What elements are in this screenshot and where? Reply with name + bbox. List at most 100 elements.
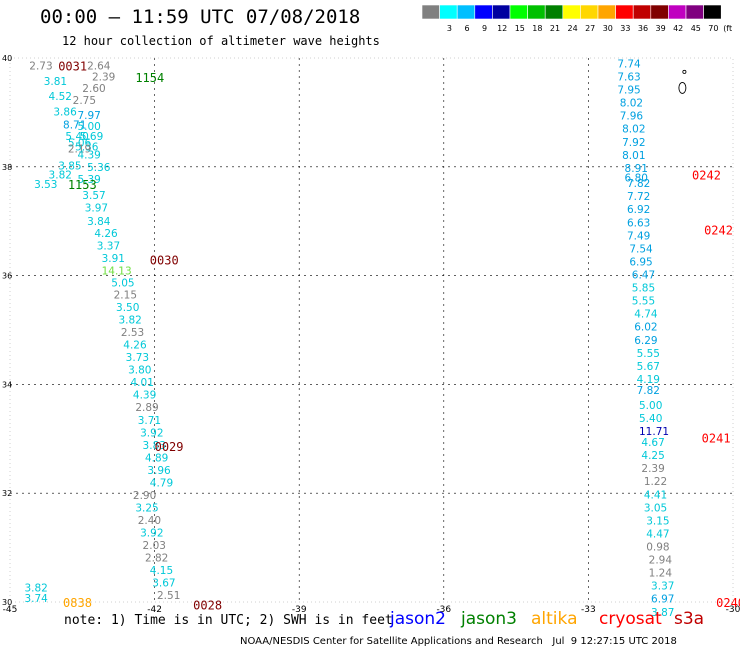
- wave-height-value: 3.91: [102, 253, 125, 265]
- wave-height-value: 7.54: [629, 243, 653, 255]
- wave-height-value: 2.53: [121, 327, 144, 339]
- latitude-tick-label: 34: [2, 380, 12, 389]
- wave-height-value: 4.19: [637, 374, 660, 386]
- wave-height-value: 8.01: [622, 150, 645, 162]
- pass-time-label: 0242: [704, 223, 733, 237]
- wave-height-value: 3.37: [97, 241, 120, 253]
- color-unit-label: (ft): [723, 24, 732, 33]
- wave-height-value: 3.84: [87, 216, 111, 228]
- color-bin-label: 18: [532, 24, 542, 33]
- latitude-tick-label: 32: [2, 489, 12, 498]
- wave-height-value: 7.74: [617, 58, 641, 70]
- wave-height-value: 5.40: [65, 131, 88, 143]
- pass-time-label: 0031: [58, 60, 87, 74]
- color-bin-label: 15: [515, 24, 525, 33]
- wave-height-value: 5.36: [75, 142, 99, 154]
- wave-height-value: 3.83: [143, 440, 166, 452]
- wave-height-value: 2.39: [92, 71, 115, 83]
- wave-height-value: 5.39: [77, 174, 100, 186]
- color-bin-label: 33: [620, 24, 630, 33]
- wave-height-value: 3.82: [24, 582, 47, 594]
- wave-height-value: 7.92: [622, 137, 645, 149]
- wave-height-value: 6.80: [625, 173, 648, 185]
- pass-time-label: 0240: [716, 596, 740, 610]
- wave-height-value: 3.86: [53, 106, 77, 118]
- wave-height-value: 8.71: [63, 119, 86, 131]
- color-bin-label: 6: [464, 24, 469, 33]
- wave-height-value: 2.40: [138, 515, 161, 527]
- color-bin-label: 30: [603, 24, 613, 33]
- wave-height-value: 1.22: [644, 476, 667, 488]
- latitude-tick-label: 40: [2, 54, 12, 63]
- satellite-label-s3a: s3a: [674, 609, 705, 629]
- wave-height-value: 6.97: [651, 594, 674, 606]
- wave-height-value: 3.67: [152, 577, 175, 589]
- color-bin-label: 21: [550, 24, 560, 33]
- longitude-tick-label: -45: [3, 605, 18, 615]
- pass-time-label: 1153: [68, 178, 97, 192]
- wave-height-value: 6.02: [634, 322, 657, 334]
- wave-height-value: 3.57: [82, 190, 105, 202]
- wave-height-value: 5.85: [632, 283, 655, 295]
- wave-height-value: 6.47: [632, 270, 655, 282]
- color-bin-label: 9: [482, 24, 487, 33]
- wave-height-value: 4.41: [644, 489, 667, 501]
- wave-height-value: 3.53: [34, 179, 57, 191]
- map-title: 00:00 – 11:59 UTC 07/08/2018: [40, 6, 361, 28]
- latitude-tick-label: 36: [2, 272, 12, 281]
- wave-height-value: 5.00: [77, 121, 100, 133]
- wave-height-value: 2.75: [73, 95, 96, 107]
- wave-height-value: 3.15: [646, 515, 669, 527]
- wave-height-value: 5.06: [68, 137, 92, 149]
- satellite-label-jason3: jason3: [461, 609, 517, 629]
- wave-height-value: 7.49: [627, 230, 650, 242]
- wave-height-value: 7.95: [617, 85, 640, 97]
- wave-height-value: 2.89: [135, 402, 158, 414]
- wave-height-value: 14.13: [102, 266, 132, 278]
- satellite-label-jason2: jason2: [390, 609, 446, 629]
- wave-height-value: 3.92: [140, 527, 163, 539]
- wave-height-value: 3.97: [85, 203, 108, 215]
- wave-height-value: 4.67: [641, 437, 664, 449]
- wave-height-value: 8.91: [625, 163, 648, 175]
- wave-height-value: 2.03: [143, 540, 166, 552]
- wave-height-value: 6.92: [627, 204, 650, 216]
- wave-height-value: 5.00: [639, 400, 662, 412]
- latitude-tick-label: 30: [2, 598, 12, 607]
- wave-height-value: 3.92: [140, 427, 163, 439]
- pass-time-label: 0028: [193, 599, 222, 613]
- wave-height-value: 4.89: [145, 452, 168, 464]
- wave-height-value: 5.40: [639, 413, 662, 425]
- wave-height-value: 6.95: [629, 256, 652, 268]
- wave-height-value: 3.80: [128, 365, 151, 377]
- wave-height-value: 2.73: [29, 61, 52, 73]
- wave-height-value: 4.39: [77, 149, 100, 161]
- wave-height-value: 2.51: [157, 590, 180, 602]
- longitude-tick-label: -36: [436, 605, 451, 615]
- island-outline: [678, 81, 687, 94]
- wave-height-value: 2.39: [641, 463, 664, 475]
- wave-height-value: 6.63: [627, 217, 650, 229]
- satellite-label-cryosat: cryosat: [599, 609, 662, 629]
- longitude-tick-label: -30: [726, 605, 740, 615]
- wave-height-value: 4.25: [641, 450, 664, 462]
- wave-height-value: 0.98: [646, 542, 669, 554]
- wave-height-value: 7.97: [77, 110, 100, 122]
- pass-time-label: 0029: [155, 440, 184, 454]
- wave-height-value: 4.39: [133, 390, 156, 402]
- wave-height-value: 7.72: [627, 191, 650, 203]
- wave-height-value: 3.96: [147, 465, 171, 477]
- wave-height-value: 5.67: [637, 361, 660, 373]
- wave-height-value: 3.82: [118, 315, 141, 327]
- wave-height-value: 3.87: [651, 607, 674, 619]
- wave-height-value: 7.63: [617, 71, 640, 83]
- wave-height-value: 5.55: [637, 348, 660, 360]
- map-frame: [9, 57, 734, 603]
- color-bin-label: 36: [638, 24, 648, 33]
- satellite-label-altika: altika: [531, 609, 578, 629]
- pass-time-label: 0838: [63, 596, 92, 610]
- wave-height-value: 3.25: [135, 502, 158, 514]
- wave-height-value: 4.26: [94, 228, 118, 240]
